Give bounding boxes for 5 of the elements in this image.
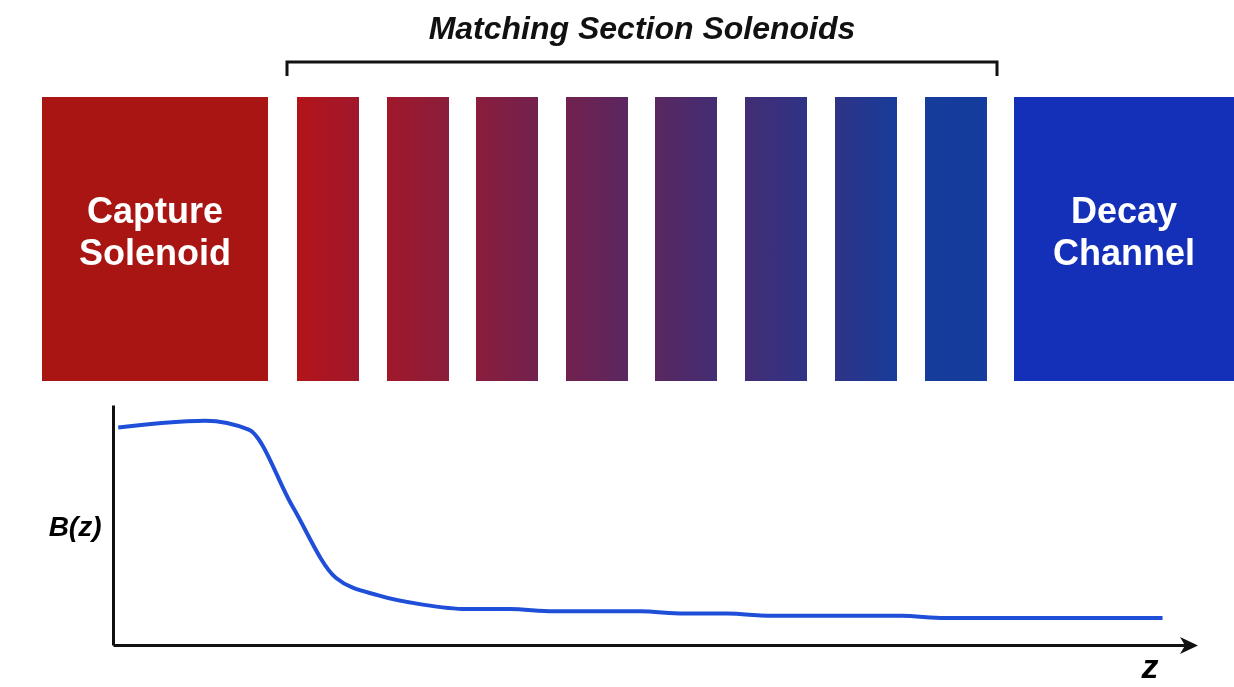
y-axis-title: B(z) (48, 510, 102, 542)
x-axis-title: z (1140, 646, 1159, 685)
text: Matching Section Solenoids (427, 10, 857, 47)
text: Capture Solenoid (78, 190, 232, 274)
text: Decay Channel (1052, 190, 1196, 274)
